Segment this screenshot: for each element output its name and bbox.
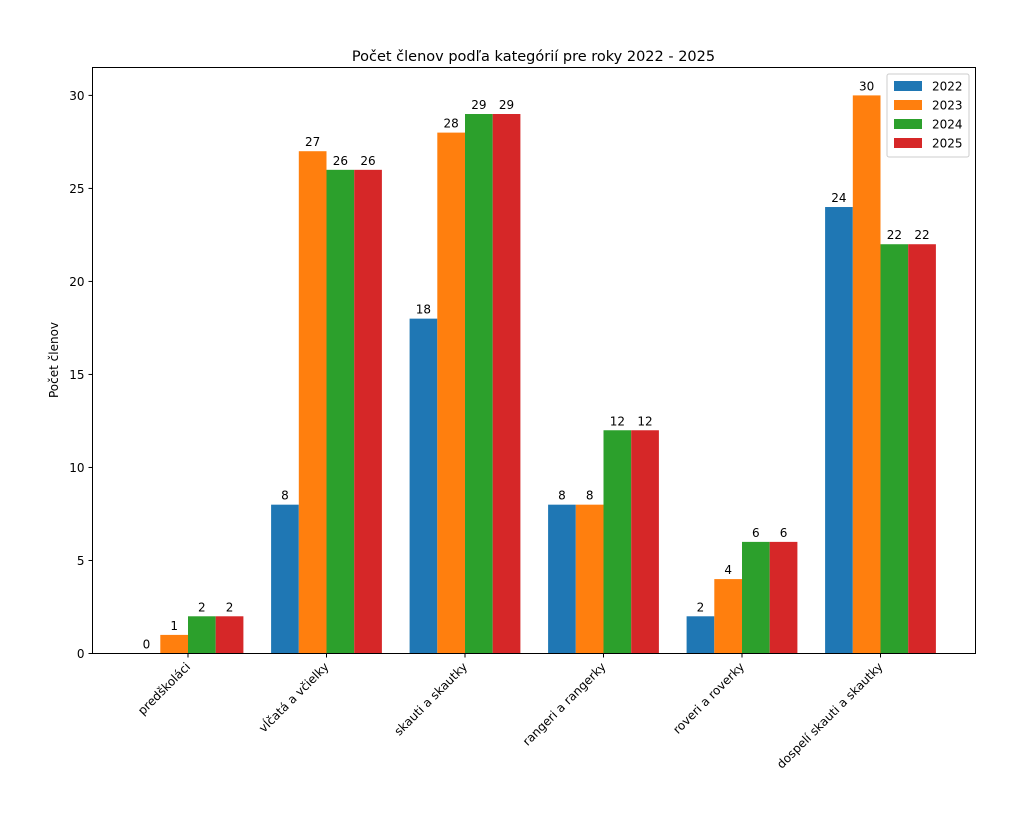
value-label-2025-3: 12 [637,414,652,428]
legend-swatch-2024 [894,119,922,129]
value-label-2022-5: 24 [831,191,846,205]
value-label-2023-0: 1 [170,619,178,633]
value-label-2022-3: 8 [558,489,566,503]
y-tick-label-25: 25 [69,182,84,196]
bar-2025-5 [908,244,936,654]
y-axis: 0 5 10 15 20 25 30 [69,89,93,661]
y-axis-label: Počet členov [47,322,61,398]
legend-box [886,73,970,158]
value-label-2023-4: 4 [724,563,732,577]
value-label-2024-5: 22 [887,228,902,242]
value-label-2023-2: 28 [444,117,459,131]
bar-2022-5 [825,207,853,654]
legend-label-2025: 2025 [932,137,963,151]
value-label-2025-2: 29 [499,98,514,112]
value-label-2024-3: 12 [610,414,625,428]
y-tick-label-30: 30 [69,89,84,103]
bar-2024-4 [742,541,770,654]
bar-2022-3 [548,504,576,654]
bar-2024-3 [603,430,632,654]
legend-swatch-2025 [894,138,922,148]
value-label-2023-3: 8 [586,489,594,503]
y-tick-label-20: 20 [69,275,84,289]
plot-frame [92,67,976,654]
legend-label-2024: 2024 [932,118,963,132]
y-tick-label-10: 10 [69,461,84,475]
legend-label-2023: 2023 [932,99,963,113]
bar-2024-1 [326,169,355,654]
value-label-2023-1: 27 [305,135,320,149]
legend-swatch-2022 [894,81,922,91]
value-label-2025-5: 22 [914,228,929,242]
bar-2022-2 [409,318,438,654]
y-tick-label-15: 15 [69,368,84,382]
value-label-2023-5: 30 [859,79,874,93]
value-label-2022-2: 18 [416,303,431,317]
bar-2025-2 [492,114,521,654]
y-tick-label-5: 5 [77,554,85,568]
value-label-2025-4: 6 [780,526,788,540]
bar-2023-5 [852,95,881,654]
legend: 2022 2023 2024 2025 [886,73,970,158]
bar-2024-0 [188,616,216,654]
value-label-2025-0: 2 [226,600,234,614]
value-label-2025-1: 26 [360,154,375,168]
value-label-2022-1: 8 [281,489,289,503]
bar-2025-1 [354,169,382,654]
bar-2025-3 [631,430,659,654]
value-label-2022-4: 2 [697,600,705,614]
legend-swatch-2023 [894,100,922,110]
value-label-2024-4: 6 [752,526,760,540]
bar-2023-1 [298,151,327,654]
chart-title: Počet členov podľa kategórií pre roky 20… [352,49,715,65]
bar-2023-4 [714,579,742,654]
bar-2024-2 [465,114,493,654]
bar-2022-4 [686,616,715,654]
bar-2023-3 [575,504,604,654]
bar-2025-4 [769,541,798,654]
bar-2023-2 [437,132,465,654]
bars-layer [160,95,936,654]
value-label-2024-1: 26 [333,154,348,168]
value-label-2022-0: 0 [143,638,151,652]
bar-2022-1 [271,504,299,654]
legend-label-2022: 2022 [932,80,963,94]
bar-2023-0 [160,634,188,654]
bar-2025-0 [215,616,244,654]
value-label-2024-2: 29 [471,98,486,112]
bar-2024-5 [880,244,909,654]
y-tick-label-0: 0 [77,647,85,661]
value-label-2024-0: 2 [198,600,206,614]
